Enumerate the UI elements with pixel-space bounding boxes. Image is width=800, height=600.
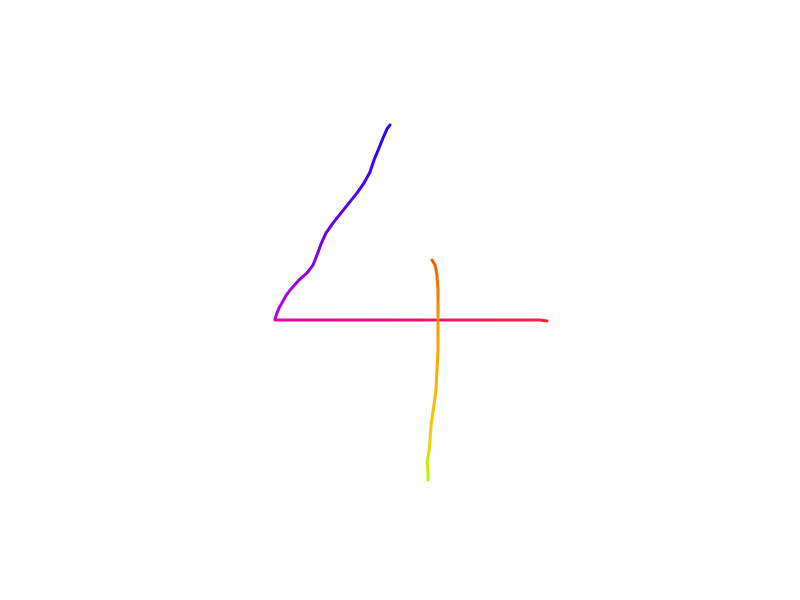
vertical-stroke <box>425 258 440 482</box>
diagonal-stroke <box>273 123 392 321</box>
horizontal-stroke <box>273 318 549 323</box>
